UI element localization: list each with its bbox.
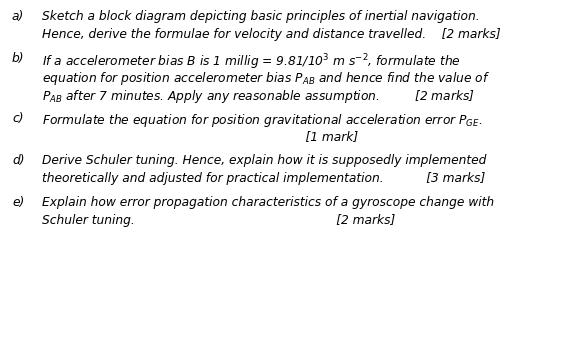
Text: e): e): [12, 196, 24, 209]
Text: Derive Schuler tuning. Hence, explain how it is supposedly implemented: Derive Schuler tuning. Hence, explain ho…: [42, 154, 487, 167]
Text: a): a): [12, 10, 24, 23]
Text: Schuler tuning.                                                    [2 marks]: Schuler tuning. [2 marks]: [42, 214, 395, 227]
Text: $P_{AB}$ after 7 minutes. Apply any reasonable assumption.         [2 marks]: $P_{AB}$ after 7 minutes. Apply any reas…: [42, 88, 475, 105]
Text: Hence, derive the formulae for velocity and distance travelled.    [2 marks]: Hence, derive the formulae for velocity …: [42, 28, 501, 41]
Text: Sketch a block diagram depicting basic principles of inertial navigation.: Sketch a block diagram depicting basic p…: [42, 10, 480, 23]
Text: If a accelerometer bias $B$ is 1 millig = 9.81/10$^3$ m s$^{-2}$, formulate the: If a accelerometer bias $B$ is 1 millig …: [42, 52, 461, 72]
Text: c): c): [12, 112, 23, 125]
Text: b): b): [12, 52, 25, 65]
Text: d): d): [12, 154, 25, 167]
Text: Formulate the equation for position gravitational acceleration error $P_{GE}$.: Formulate the equation for position grav…: [42, 112, 483, 129]
Text: [1 mark]: [1 mark]: [42, 130, 358, 143]
Text: Explain how error propagation characteristics of a gyroscope change with: Explain how error propagation characteri…: [42, 196, 494, 209]
Text: equation for position accelerometer bias $P_{AB}$ and hence find the value of: equation for position accelerometer bias…: [42, 70, 490, 87]
Text: theoretically and adjusted for practical implementation.           [3 marks]: theoretically and adjusted for practical…: [42, 172, 485, 185]
